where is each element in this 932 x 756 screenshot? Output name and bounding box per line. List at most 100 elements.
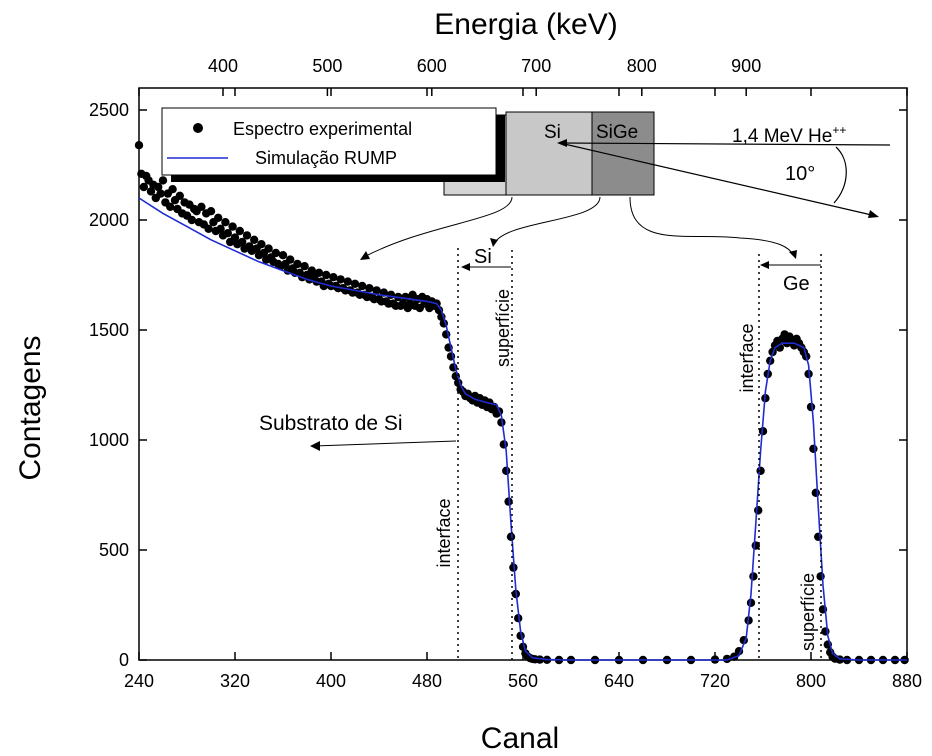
data-point <box>806 402 816 412</box>
scattered-beam <box>559 142 877 217</box>
x-tick-label: 480 <box>412 671 442 691</box>
data-point <box>499 440 508 449</box>
ge-edge-label: Ge <box>783 273 810 295</box>
data-point <box>204 224 213 233</box>
si-interface-label: interface <box>434 498 454 567</box>
rump-simulation-line <box>138 197 907 661</box>
data-point <box>754 506 763 515</box>
data-point <box>809 444 818 453</box>
data-point <box>156 189 165 198</box>
data-point <box>535 655 544 664</box>
data-point <box>502 466 511 475</box>
experimental-points <box>134 141 909 665</box>
beam-superscript: ++ <box>832 123 846 137</box>
sige-layer-label: SiGe <box>596 122 638 143</box>
data-point <box>350 279 360 288</box>
data-point <box>746 598 756 607</box>
top-tick-label: 600 <box>417 56 447 76</box>
data-point <box>257 240 266 249</box>
data-point <box>168 185 177 194</box>
data-point <box>300 262 309 271</box>
si-edge-arrowhead <box>461 263 470 271</box>
data-point <box>314 268 324 277</box>
scattered-beam-head <box>868 210 879 218</box>
data-point <box>749 572 758 581</box>
data-point <box>343 277 352 286</box>
data-point <box>286 255 295 264</box>
si-connector-head <box>490 238 498 247</box>
si-layer-block <box>505 111 593 196</box>
data-point <box>221 218 230 227</box>
data-point <box>264 244 273 253</box>
legend-simulation-label: Simulação RUMP <box>255 148 397 168</box>
data-point <box>154 182 163 192</box>
data-point <box>497 418 506 427</box>
x-tick-label: 400 <box>316 671 346 691</box>
top-tick-label: 800 <box>627 56 657 76</box>
x-tick-label: 320 <box>220 671 250 691</box>
angle-arc <box>833 146 847 204</box>
data-point <box>811 488 820 497</box>
data-point <box>214 213 223 222</box>
x-axis-ticks: 240 320 400 480 560 640 720 800 880 <box>124 88 922 691</box>
data-point <box>238 237 247 247</box>
data-point <box>216 224 225 233</box>
x-tick-label: 880 <box>892 671 922 691</box>
x-tick-label: 720 <box>700 671 730 691</box>
data-point <box>235 226 244 236</box>
y-axis-title: Contagens <box>14 335 47 480</box>
x-axis-title: Canal <box>481 722 559 755</box>
legend-box <box>161 107 497 176</box>
si-surface-label: superfície <box>493 289 513 367</box>
top-axis-title: Energia (keV) <box>434 8 617 41</box>
data-point <box>504 497 513 506</box>
data-point <box>271 248 280 258</box>
data-point <box>506 532 516 541</box>
si-connector <box>493 196 601 245</box>
x-tick-label: 560 <box>508 671 538 691</box>
data-point <box>336 275 345 284</box>
substrate-connector <box>361 196 513 259</box>
data-point <box>134 141 144 150</box>
data-point <box>242 231 252 240</box>
data-point <box>278 251 288 260</box>
data-point <box>329 273 338 282</box>
data-point <box>230 233 240 242</box>
ge-interface-label: interface <box>737 323 757 392</box>
y-tick-label: 2000 <box>89 210 129 230</box>
data-point <box>223 229 232 238</box>
data-point <box>514 614 523 623</box>
substrate-arrow <box>313 440 457 447</box>
top-axis-ticks: 400 500 600 700 800 900 <box>208 56 761 96</box>
y-tick-label: 1000 <box>89 430 129 450</box>
data-point <box>386 290 396 299</box>
data-point <box>197 202 206 211</box>
data-point <box>365 284 374 293</box>
si-layer-label: Si <box>544 122 561 143</box>
angle-label: 10° <box>785 163 815 185</box>
ge-surface-label: superfície <box>798 573 818 651</box>
substrate-label: Substrato de Si <box>259 412 403 435</box>
legend-experimental-label: Espectro experimental <box>233 119 412 139</box>
si-edge-label: Si <box>474 246 492 268</box>
ge-connector <box>629 196 795 257</box>
x-tick-label: 800 <box>796 671 826 691</box>
y-tick-label: 0 <box>119 650 129 670</box>
incident-beam <box>559 142 891 146</box>
data-point <box>206 207 216 216</box>
data-point <box>434 306 444 315</box>
data-point <box>187 215 196 225</box>
data-point <box>307 266 316 275</box>
legend: Espectro experimental Simulação RUMP <box>161 107 505 182</box>
top-tick-label: 900 <box>731 56 761 76</box>
data-point <box>293 259 302 269</box>
sige-layer-block <box>591 111 655 196</box>
data-point <box>228 222 237 231</box>
data-point <box>722 654 732 664</box>
data-point <box>372 286 381 295</box>
substrate-arrowhead <box>310 441 320 451</box>
top-tick-label: 400 <box>208 56 238 76</box>
data-point <box>166 202 175 211</box>
data-point <box>146 187 156 196</box>
